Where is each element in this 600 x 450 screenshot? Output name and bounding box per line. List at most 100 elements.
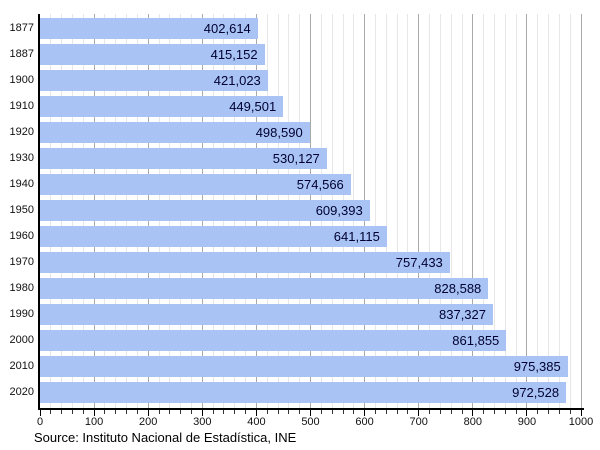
major-gridline [580,14,582,408]
axis-tick [385,410,387,414]
population-bar: 421,023 [40,70,268,91]
chart-row: 1887 415,152 [0,44,600,65]
minor-gridline [374,14,376,408]
year-label: 1900 [9,74,34,86]
bar-value-label: 975,385 [513,359,561,374]
bar-value-label: 449,501 [229,99,277,114]
chart-row: 1970 757,433 [0,252,600,273]
axis-tick [396,410,398,414]
year-label: 1887 [9,48,34,60]
year-label: 1877 [9,22,34,34]
year-label: 1950 [9,204,34,216]
year-label: 2000 [9,334,34,346]
year-label: 1980 [9,282,34,294]
x-tick-label: 600 [355,416,374,428]
axis-tick [277,410,279,414]
year-label: 2020 [9,386,34,398]
x-axis-line [38,408,584,410]
chart-row: 1950 609,393 [0,200,600,221]
axis-tick [374,410,376,414]
x-tick-label: 800 [463,416,482,428]
x-tick-label: 0 [36,416,44,428]
axis-tick [537,410,539,414]
population-bar: 972,528 [40,382,567,403]
axis-tick [201,410,203,416]
minor-gridline [515,14,517,408]
bar-value-label: 828,588 [434,281,482,296]
axis-tick [39,410,41,416]
chart-row: 1930 530,127 [0,148,600,169]
x-tick-label: 100 [84,416,104,428]
minor-gridline [385,14,387,408]
year-label: 1910 [9,100,34,112]
chart-row: 1990 837,327 [0,304,600,325]
x-tick-label: 500 [301,416,320,428]
axis-tick [61,410,63,414]
population-bar: 530,127 [40,148,327,169]
axis-tick [558,410,560,414]
minor-gridline [429,14,430,408]
chart-row: 2000 861,855 [0,330,600,351]
axis-tick [429,410,430,414]
minor-gridline [439,14,441,408]
chart-row: 1940 574,566 [0,174,600,195]
axis-tick [461,410,463,414]
axis-tick [158,410,160,414]
minor-gridline [493,14,495,408]
axis-tick [439,410,441,414]
axis-tick [504,410,506,414]
population-bar: 402,614 [40,18,258,39]
bar-value-label: 641,115 [333,229,380,244]
axis-tick [223,410,225,414]
minor-gridline [407,14,409,408]
x-tick-label: 900 [517,416,537,428]
population-bar: 861,855 [40,330,507,351]
x-tick-label: 400 [247,416,266,428]
minor-gridline [569,14,571,408]
axis-tick [472,410,474,416]
bar-value-label: 609,393 [315,203,363,218]
population-bar: 837,327 [40,304,493,325]
bar-value-label: 421,023 [213,73,261,88]
population-bar: 574,566 [40,174,351,195]
axis-tick [418,410,420,416]
axis-tick [82,410,84,414]
chart-row: 2010 975,385 [0,356,600,377]
axis-tick [72,410,73,414]
bar-value-label: 972,528 [512,385,560,400]
minor-gridline [504,14,506,408]
axis-tick [299,410,301,414]
x-tick-label: 200 [139,416,158,428]
minor-gridline [537,14,539,408]
population-bar: 449,501 [40,96,284,117]
major-gridline [472,14,474,408]
axis-tick [115,410,117,414]
year-label: 1920 [9,126,34,138]
chart-row: 1877 402,614 [0,18,600,39]
bar-value-label: 415,152 [210,47,258,62]
minor-gridline [396,14,398,408]
axis-tick [212,410,214,414]
axis-tick [180,410,182,414]
axis-tick [364,410,366,416]
population-bar: 828,588 [40,278,489,299]
bar-value-label: 530,127 [272,151,320,166]
population-bar: 415,152 [40,44,265,65]
axis-tick [310,410,311,416]
year-label: 1990 [9,308,34,320]
year-label: 1970 [9,256,34,268]
axis-tick [147,410,149,416]
x-tick-label: 1000 [568,416,594,428]
axis-tick [331,410,333,414]
year-label: 2010 [9,360,34,372]
axis-tick [93,410,95,416]
axis-tick [407,410,409,414]
minor-gridline [483,14,485,408]
axis-tick [493,410,495,414]
bar-value-label: 861,855 [452,333,500,348]
source-caption: Source: Instituto Nacional de Estadístic… [34,430,297,445]
axis-tick [169,410,171,414]
axis-tick [353,410,355,414]
axis-tick [580,410,582,416]
